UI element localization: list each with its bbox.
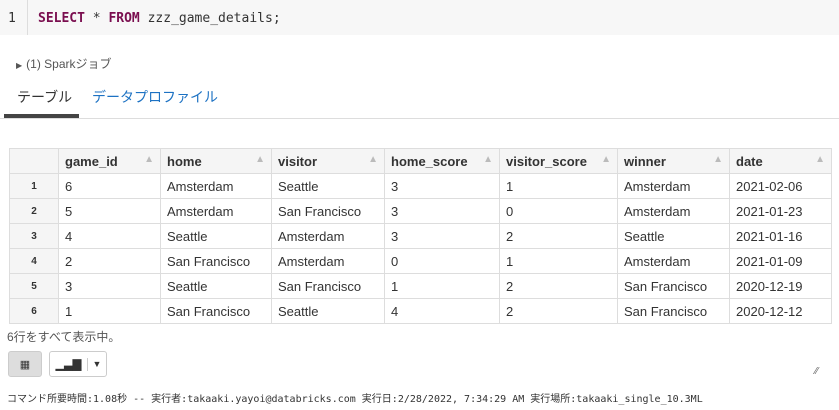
table-cell: Amsterdam [617, 248, 730, 274]
table-cell: Seattle [271, 298, 385, 324]
sort-icon: ▲ [368, 153, 378, 165]
table-cell: 2 [499, 223, 618, 249]
row-number: 1 [9, 173, 59, 199]
table-cell: Amsterdam [271, 248, 385, 274]
table-cell: 2 [499, 298, 618, 324]
column-header[interactable]: winner ▲ [617, 148, 730, 174]
gutter-divider [27, 0, 28, 35]
table-cell: 2020-12-19 [729, 273, 832, 299]
table-cell: San Francisco [271, 273, 385, 299]
table-cell: Seattle [160, 223, 272, 249]
column-header[interactable]: visitor ▲ [271, 148, 385, 174]
resize-handle-icon[interactable]: ⁄⁄ [815, 366, 819, 377]
table-cell: 2021-01-23 [729, 198, 832, 224]
keyword-select: SELECT [38, 11, 85, 26]
table-cell: San Francisco [271, 198, 385, 224]
table-cell: 5 [58, 198, 161, 224]
table-cell: 1 [499, 173, 618, 199]
table-cell: 2021-02-06 [729, 173, 832, 199]
sql-query: SELECT * FROM zzz_game_details; [38, 11, 281, 26]
result-tabs: テーブル データプロファイル [0, 80, 839, 119]
table-cell: 3 [384, 198, 500, 224]
table-row: 2 5 Amsterdam San Francisco 3 0 Amsterdam 2021-… [9, 198, 832, 224]
table-cell: 0 [499, 198, 618, 224]
table-cell: 2 [58, 248, 161, 274]
active-tab-underline [4, 114, 79, 118]
table-cell: 1 [499, 248, 618, 274]
table-cell: 6 [58, 173, 161, 199]
table-cell: 0 [384, 248, 500, 274]
tab-table[interactable]: テーブル [17, 89, 73, 105]
spark-jobs-toggle[interactable]: ▶ (1) Sparkジョブ [16, 55, 112, 72]
bar-chart-icon: ▁▃▇ [50, 357, 88, 371]
column-header[interactable]: home_score ▲ [384, 148, 500, 174]
table-cell: Amsterdam [160, 173, 272, 199]
table-cell: 4 [58, 223, 161, 249]
table-view-button[interactable]: ▦ [8, 351, 42, 377]
sort-icon: ▲ [483, 153, 493, 165]
table-cell: 2021-01-09 [729, 248, 832, 274]
row-number: 4 [9, 248, 59, 274]
keyword-from: FROM [108, 11, 140, 26]
table-row: 5 3 Seattle San Francisco 1 2 San Francisco 202… [9, 273, 832, 299]
row-number: 3 [9, 223, 59, 249]
tab-data-profile[interactable]: データプロファイル [92, 89, 218, 105]
code-editor[interactable]: 1 SELECT * FROM zzz_game_details; [0, 0, 839, 35]
column-header[interactable]: game_id ▲ [58, 148, 161, 174]
sort-icon: ▲ [601, 153, 611, 165]
command-footer: コマンド所要時間:1.08秒 -- 実行者:takaaki.yayoi@data… [7, 394, 703, 405]
row-number-header [9, 148, 59, 174]
row-number: 6 [9, 298, 59, 324]
table-cell: Amsterdam [271, 223, 385, 249]
table-cell: 1 [58, 298, 161, 324]
table-icon: ▦ [19, 358, 31, 371]
column-header[interactable]: visitor_score ▲ [499, 148, 618, 174]
column-header[interactable]: date ▲ [729, 148, 832, 174]
sort-icon: ▲ [255, 153, 265, 165]
table-cell: 3 [384, 173, 500, 199]
table-row: 4 2 San Francisco Amsterdam 0 1 Amsterdam 2021-… [9, 248, 832, 274]
table-cell: 3 [58, 273, 161, 299]
table-row: 3 4 Seattle Amsterdam 3 2 Seattle 2021-01-16 [9, 223, 832, 249]
star: * [84, 11, 109, 26]
column-header[interactable]: home ▲ [160, 148, 272, 174]
table-cell: San Francisco [160, 298, 272, 324]
table-name: zzz_game_details; [139, 11, 281, 26]
table-cell: Amsterdam [160, 198, 272, 224]
row-number: 5 [9, 273, 59, 299]
table-cell: Amsterdam [617, 173, 730, 199]
table-cell: 2021-01-16 [729, 223, 832, 249]
sort-icon: ▲ [144, 153, 154, 165]
results-table: game_id ▲ home ▲ visitor ▲ home_score ▲ visi… [9, 148, 832, 324]
table-cell: San Francisco [617, 273, 730, 299]
caret-right-icon: ▶ [16, 61, 23, 70]
chevron-down-icon[interactable]: ▼ [92, 359, 102, 369]
sort-icon: ▲ [815, 153, 825, 165]
header-row: game_id ▲ home ▲ visitor ▲ home_score ▲ visi… [9, 148, 832, 174]
spark-jobs-label: (1) Sparkジョブ [26, 57, 112, 71]
row-number: 2 [9, 198, 59, 224]
table-cell: Amsterdam [617, 198, 730, 224]
table-cell: San Francisco [617, 298, 730, 324]
table-cell: Seattle [271, 173, 385, 199]
table-cell: San Francisco [160, 248, 272, 274]
table-row: 6 1 San Francisco Seattle 4 2 San Francisco 202… [9, 298, 832, 324]
table-cell: 3 [384, 223, 500, 249]
line-number: 1 [8, 11, 16, 26]
table-cell: Seattle [160, 273, 272, 299]
table-cell: 2020-12-12 [729, 298, 832, 324]
chart-view-button[interactable]: ▁▃▇ ▼ [49, 351, 107, 377]
table-cell: Seattle [617, 223, 730, 249]
table-cell: 4 [384, 298, 500, 324]
table-cell: 1 [384, 273, 500, 299]
table-row: 1 6 Amsterdam Seattle 3 1 Amsterdam 2021-02-06 [9, 173, 832, 199]
sort-icon: ▲ [713, 153, 723, 165]
table-cell: 2 [499, 273, 618, 299]
row-count: 6行をすべて表示中。 [7, 330, 121, 344]
